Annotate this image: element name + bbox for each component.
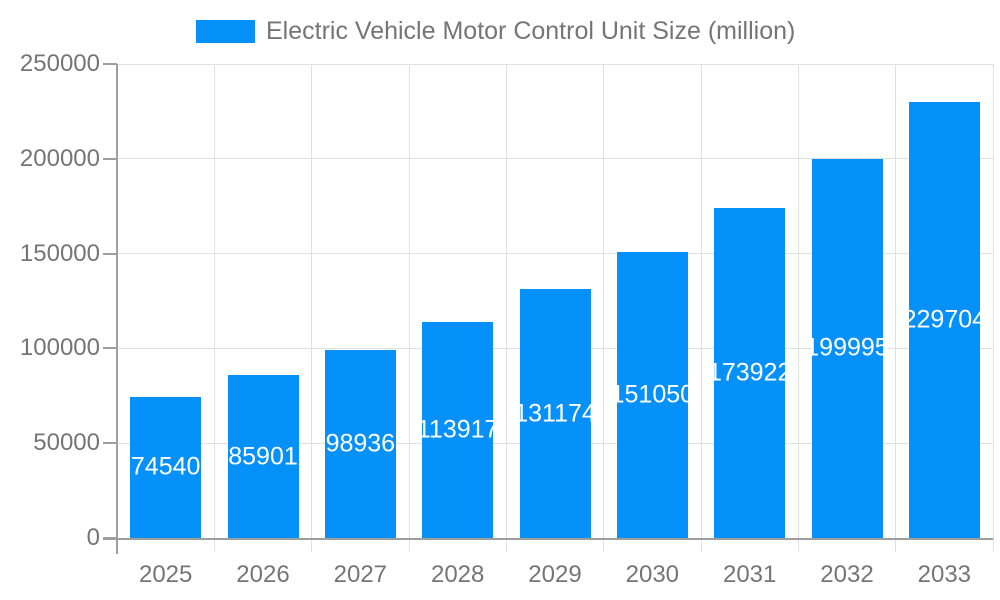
y-axis-tick xyxy=(103,442,117,445)
y-axis-label: 200000 xyxy=(19,144,100,172)
bar-value-label: 113917 xyxy=(416,415,499,444)
bar-value-label: 173922 xyxy=(707,358,792,387)
legend[interactable]: Electric Vehicle Motor Control Unit Size… xyxy=(196,17,796,45)
bar[interactable] xyxy=(324,350,396,538)
bar[interactable] xyxy=(616,251,688,538)
x-axis-label: 2033 xyxy=(917,561,972,588)
bar[interactable] xyxy=(714,208,786,538)
v-gridline xyxy=(895,64,897,552)
bar[interactable] xyxy=(811,158,883,538)
x-axis-line xyxy=(103,538,993,540)
y-axis-label: 250000 xyxy=(19,50,100,77)
x-axis-label: 2029 xyxy=(528,561,582,588)
v-gridline xyxy=(603,64,605,552)
h-gridline xyxy=(117,63,993,65)
bar-value-label: 199995 xyxy=(805,333,889,362)
h-gridline xyxy=(117,158,993,160)
x-axis-label: 2028 xyxy=(430,561,485,588)
bar[interactable] xyxy=(227,375,299,538)
y-axis-label: 0 xyxy=(86,524,100,551)
v-gridline xyxy=(213,64,215,552)
v-gridline xyxy=(797,64,799,552)
bar[interactable] xyxy=(422,322,494,538)
bar[interactable] xyxy=(130,396,202,538)
bar[interactable] xyxy=(908,102,980,538)
y-axis-tick xyxy=(103,63,117,65)
h-gridline xyxy=(117,253,993,255)
y-axis-tick xyxy=(103,157,117,160)
v-gridline xyxy=(311,64,313,552)
legend-label[interactable]: Electric Vehicle Motor Control Unit Size… xyxy=(266,17,796,45)
x-axis-label: 2026 xyxy=(236,561,290,588)
x-axis-label: 2031 xyxy=(722,561,777,588)
y-axis-tick xyxy=(103,252,117,255)
y-axis-label: 150000 xyxy=(19,239,100,267)
y-axis-tick xyxy=(103,347,117,350)
bar-value-label: 151050 xyxy=(610,380,695,409)
v-gridline xyxy=(992,64,994,552)
legend-swatch[interactable] xyxy=(196,20,255,43)
y-axis-label: 50000 xyxy=(33,429,100,457)
bar-value-label: 74540 xyxy=(130,452,201,481)
bar[interactable] xyxy=(519,289,591,538)
bar-value-label: 131174 xyxy=(514,399,596,428)
v-gridline xyxy=(408,64,410,552)
x-axis-label: 2025 xyxy=(138,561,193,588)
x-axis-label: 2032 xyxy=(820,561,874,588)
bar-value-label: 85901 xyxy=(228,442,298,471)
y-axis-label: 100000 xyxy=(19,334,100,362)
v-gridline xyxy=(505,64,507,552)
x-axis-label: 2030 xyxy=(625,561,680,588)
bar-value-label: 98936 xyxy=(325,429,396,458)
v-gridline xyxy=(700,64,702,552)
bar-value-label: 229704 xyxy=(902,305,987,334)
x-axis-label: 2027 xyxy=(333,561,388,588)
y-axis-line xyxy=(116,64,118,554)
